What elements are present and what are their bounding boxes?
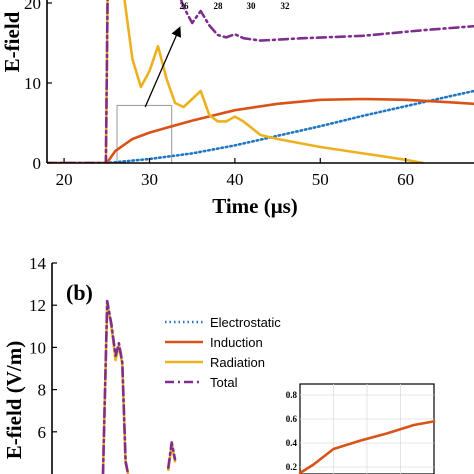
panel-a-zoom-box (116, 104, 173, 163)
panel-b-y-tick-label: 10 (29, 338, 46, 357)
panel-a-series-line-total (47, 0, 474, 163)
panel-b-y-tick-label: 12 (29, 296, 46, 315)
inset-series-line-induction (298, 420, 436, 474)
panel-a-zoom-arrow (144, 26, 182, 108)
panel-a-zoom-arrow-line (144, 26, 182, 108)
panel-b-y-tick-label: 14 (29, 254, 47, 273)
legend-label-electrostatic: Electrostatic (210, 315, 281, 330)
panel-b-series-line-total_small_peak (167, 441, 177, 470)
panel-a-axes-frame (46, 0, 474, 164)
panel-a-series-line-electrostatic (47, 89, 474, 163)
inset-y-tick-label: 0.8 (286, 390, 298, 400)
inset-y-tick-label: 0.4 (286, 438, 298, 448)
panel-b-legend: Electrostatic Induction Radiation Total (165, 315, 281, 390)
panel-b-y-tick-label: 8 (38, 381, 47, 400)
panel-a-y-tick-label: 10 (24, 74, 41, 93)
panel-a-inset-tick-label: 26 (180, 1, 190, 11)
panel-a-series-line-radiation (47, 0, 425, 163)
panel-a-series (47, 0, 474, 163)
panel-a-x-tick-label: 20 (56, 170, 73, 189)
panel-a-x-tick-label: 60 (397, 170, 414, 189)
panel-a-inset-tick-label: 32 (281, 1, 291, 11)
panel-a-x-tick-label: 50 (312, 170, 329, 189)
inset-y-tick-label: 0.6 (286, 414, 298, 424)
panel-a-inset-tick-label: 30 (247, 1, 257, 11)
panel-b: 6 8 10 12 14 E-field (V/m) (b) Electrostatic… (2, 254, 436, 474)
panel-a-x-tick-label: 40 (226, 170, 243, 189)
panel-a: 20 30 40 50 60 0 10 20 26 28 30 32 E-field Time (μ… (0, 0, 474, 218)
panel-a-inset-tick-labels: 26 28 30 32 (180, 1, 291, 11)
panel-b-inset: 0.2 0.4 0.6 0.8 (286, 383, 436, 474)
panel-b-label: (b) (66, 280, 93, 305)
legend-label-induction: Induction (210, 335, 263, 350)
panel-b-series (101, 299, 177, 474)
panel-b-y-tick-label: 6 (38, 423, 47, 442)
panel-a-y-tick-label: 0 (33, 154, 42, 173)
panel-a-inset-tick-label: 28 (214, 1, 224, 11)
panel-a-series-line-induction (47, 97, 474, 163)
panel-a-y-tick-label: 20 (24, 0, 41, 13)
panel-a-x-tick-label: 30 (141, 170, 158, 189)
panel-a-tick-labels: 20 30 40 50 60 0 10 20 (24, 0, 414, 189)
inset-y-tick-label: 0.2 (286, 462, 298, 472)
panel-a-x-axis-title: Time (μs) (212, 194, 298, 218)
panel-b-series-line-total (101, 299, 130, 474)
panel-b-y-axis-title: E-field (V/m) (2, 341, 26, 459)
legend-label-total: Total (210, 375, 238, 390)
panel-b-tick-labels: 6 8 10 12 14 (29, 254, 57, 442)
panel-a-y-axis-title: E-field (0, 11, 24, 72)
legend-label-radiation: Radiation (210, 355, 265, 370)
